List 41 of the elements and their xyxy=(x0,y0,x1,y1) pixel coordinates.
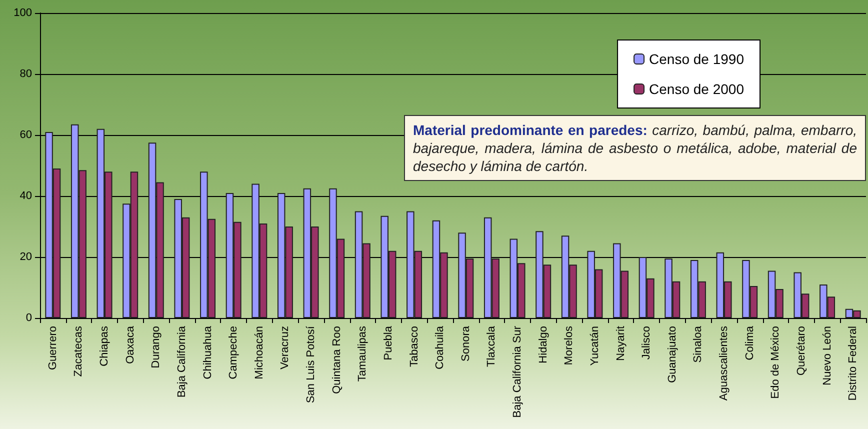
x-tick-label: Tlaxcala xyxy=(486,325,498,367)
x-tick-label: Guanajuato xyxy=(666,326,678,383)
x-tick-label: Hidalgo xyxy=(537,326,550,364)
x-tick-label: Baja California Sur xyxy=(512,326,524,418)
y-tick-label: 60 xyxy=(20,129,32,141)
x-tick-label: Michoacán xyxy=(253,326,266,380)
y-tick-label: 20 xyxy=(20,251,32,263)
x-tick-label: Jalisco xyxy=(640,326,653,360)
x-tick-label: Baja California xyxy=(176,325,188,398)
x-tick-label: Nayarit xyxy=(614,326,627,361)
x-tick-label: Veracruz xyxy=(279,326,292,370)
x-tick-label: Edo de México xyxy=(770,326,782,399)
x-tick-label: Puebla xyxy=(382,325,394,360)
y-tick-label: 40 xyxy=(20,190,32,202)
x-tick-label: Yucatán xyxy=(588,326,601,366)
x-tick-label: Sinaloa xyxy=(692,325,704,363)
y-tick-label: 0 xyxy=(26,312,32,324)
x-tick-label: Quintana Roo xyxy=(330,326,343,394)
x-tick-label: Sonora xyxy=(460,325,472,362)
y-tick-label: 80 xyxy=(20,68,32,80)
x-tick-label: Oaxaca xyxy=(124,325,136,364)
x-tick-label: Chiapas xyxy=(98,326,111,366)
x-tick-label: Aguascalientes xyxy=(718,326,730,401)
x-tick-label: Durango xyxy=(150,326,162,368)
x-tick-label: Nuevo León xyxy=(821,326,834,386)
x-tick-label: Querétaro xyxy=(795,326,808,376)
x-tick-label: Guerrero xyxy=(46,326,59,370)
x-tick-label: Distrito Federal xyxy=(847,326,860,401)
y-tick-label: 100 xyxy=(14,7,32,19)
legend-label: Censo de 2000 xyxy=(649,81,744,97)
x-tick-label: Campeche xyxy=(228,326,240,380)
x-tick-label: San Luis Potosí xyxy=(305,325,318,404)
x-tick-label: Colima xyxy=(744,325,756,360)
x-tick-label: Coahuila xyxy=(434,325,446,370)
x-tick-label: Tabasco xyxy=(408,326,420,367)
legend-label: Censo de 1990 xyxy=(649,51,744,67)
x-tick-label: Tamaulipas xyxy=(356,326,369,382)
x-tick-label: Chihuahua xyxy=(202,325,214,380)
annotation: Material predominante en paredes: carrizo, bambú, palma, embarro, bajareque, madera, lámina de asbesto o metálica, adobe, material de desecho y lámina de cartón. xyxy=(413,122,858,174)
x-tick-label: Zacatecas xyxy=(72,326,85,377)
x-tick-label: Morelos xyxy=(563,326,576,366)
